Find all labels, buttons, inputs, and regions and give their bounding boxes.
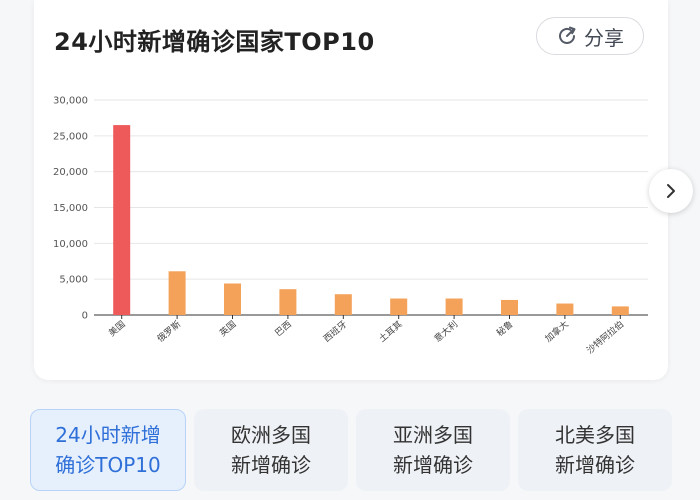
share-button[interactable]: 分享 xyxy=(536,17,644,55)
x-tick-label: 俄罗斯 xyxy=(155,318,183,345)
next-chart-button[interactable] xyxy=(649,169,693,213)
y-tick-label: 15,000 xyxy=(53,203,88,214)
x-tick-label: 西班牙 xyxy=(321,318,349,345)
bar xyxy=(501,299,518,315)
x-tick-label: 土耳其 xyxy=(376,318,404,345)
tab-label: 北美多国 新增确诊 xyxy=(555,423,635,477)
bar xyxy=(334,294,352,315)
bar xyxy=(168,271,186,315)
bar xyxy=(611,306,629,315)
y-tick-label: 25,000 xyxy=(53,131,88,142)
x-tick-label: 意大利 xyxy=(432,318,460,345)
bar-chart: 0 5,000 10,000 15,000 20,000 25,000 30,000 美国 俄罗… xyxy=(53,96,648,356)
y-tick-label: 10,000 xyxy=(53,239,88,250)
region-tabs: 24小时新增 确诊TOP10 欧洲多国 新增确诊 亚洲多国 新增确诊 北美多国 … xyxy=(30,409,672,491)
tab-label: 欧洲多国 新增确诊 xyxy=(231,423,311,477)
tab-asia[interactable]: 亚洲多国 新增确诊 xyxy=(356,409,510,491)
x-tick-label: 巴西 xyxy=(273,319,294,339)
share-icon xyxy=(559,26,576,44)
y-tick-label: 0 xyxy=(82,311,88,322)
bar xyxy=(390,298,408,315)
chart-title: 24小时新增确诊国家TOP10 xyxy=(54,28,375,56)
chevron-right-icon xyxy=(667,184,675,198)
x-tick-label: 英国 xyxy=(217,318,239,339)
bar xyxy=(113,125,131,315)
x-tick-label: 秘鲁 xyxy=(494,318,516,339)
y-tick-label: 30,000 xyxy=(53,96,88,107)
tab-top10[interactable]: 24小时新增 确诊TOP10 xyxy=(30,409,186,491)
bar xyxy=(279,289,297,315)
chart-card: 24小时新增确诊国家TOP10 分享 0 5,000 10,000 15,000 20,… xyxy=(34,0,668,380)
bar xyxy=(556,303,574,315)
tab-label: 24小时新增 确诊TOP10 xyxy=(55,423,161,477)
x-tick-label: 沙特阿拉伯 xyxy=(584,318,626,356)
bar xyxy=(224,283,241,315)
y-tick-label: 20,000 xyxy=(53,167,88,178)
tab-north-america[interactable]: 北美多国 新增确诊 xyxy=(518,409,672,491)
tab-label: 亚洲多国 新增确诊 xyxy=(393,423,473,477)
x-tick-label: 美国 xyxy=(106,318,128,339)
x-tick-label: 加拿大 xyxy=(542,318,570,345)
bar xyxy=(445,298,463,315)
y-tick-label: 5,000 xyxy=(59,275,88,286)
tab-europe[interactable]: 欧洲多国 新增确诊 xyxy=(194,409,348,491)
share-label: 分享 xyxy=(584,25,624,50)
